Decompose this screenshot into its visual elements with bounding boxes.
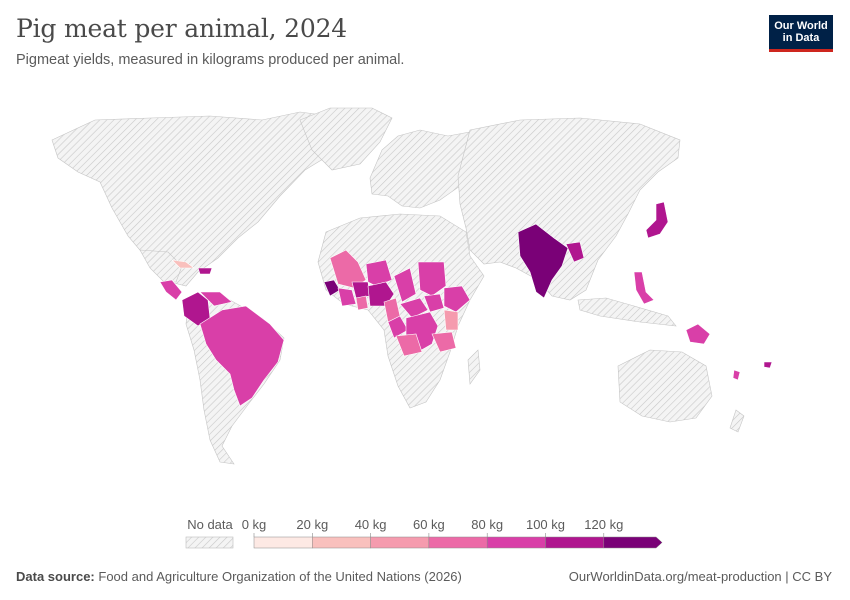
legend-bin-1 <box>312 536 371 549</box>
source-text: Food and Agriculture Organization of the… <box>98 569 462 584</box>
cuba-country[interactable] <box>171 259 195 269</box>
legend-bin-4 <box>486 536 546 549</box>
legend-no-data-label: No data <box>187 517 233 532</box>
sudan-country[interactable] <box>417 261 447 297</box>
hispaniola-country[interactable] <box>197 267 213 275</box>
north-america-landmass[interactable] <box>51 111 353 287</box>
tanzania-country[interactable] <box>431 331 457 353</box>
bangladesh-myanmar-country[interactable] <box>565 241 585 263</box>
legend-tick-label: 120 kg <box>584 517 623 532</box>
australia-landmass[interactable] <box>617 349 713 423</box>
legend-tick-label: 20 kg <box>296 517 328 532</box>
greenland-landmass[interactable] <box>299 107 393 171</box>
legend-bin-3 <box>428 536 488 549</box>
footer-link[interactable]: OurWorldinData.org/meat-production | CC … <box>568 569 832 584</box>
angola-country[interactable] <box>395 333 423 357</box>
owid-logo[interactable]: Our World in Data <box>769 15 833 52</box>
new-zealand-landmass[interactable] <box>729 409 745 433</box>
logo-line-2: in Data <box>782 32 820 44</box>
south-sudan-country[interactable] <box>423 293 445 313</box>
vanuatu-country[interactable] <box>732 369 741 381</box>
source-label: Data source: <box>16 569 95 584</box>
legend-no-data-swatch <box>185 536 234 549</box>
kenya-country[interactable] <box>443 309 459 331</box>
chad-country[interactable] <box>393 267 417 303</box>
papua-new-guinea-country[interactable] <box>685 323 711 345</box>
legend-tick-label: 40 kg <box>355 517 387 532</box>
india-country[interactable] <box>517 223 569 299</box>
legend-bin-0 <box>253 536 313 549</box>
legend-tick-label: 80 kg <box>471 517 503 532</box>
legend-bin-5 <box>545 536 605 549</box>
indonesia-landmass[interactable] <box>577 297 677 327</box>
fiji-country[interactable] <box>763 361 773 369</box>
asia-landmass[interactable] <box>457 117 681 301</box>
ethiopia-country[interactable] <box>443 285 471 313</box>
japan-country[interactable] <box>645 201 669 239</box>
legend-tick-label: 60 kg <box>413 517 445 532</box>
central-america-country[interactable] <box>159 279 183 301</box>
chart-subtitle: Pigmeat yields, measured in kilograms pr… <box>16 52 405 68</box>
brazil-country[interactable] <box>199 305 285 407</box>
chart-title: Pig meat per animal, 2024 <box>16 14 347 43</box>
footer-source: Data source: Food and Agriculture Organi… <box>16 569 462 584</box>
legend-tick-label: 0 kg <box>242 517 267 532</box>
logo-line-1: Our World <box>774 20 828 32</box>
legend-bin-2 <box>370 536 430 549</box>
madagascar-landmass[interactable] <box>467 349 481 385</box>
legend-bin-6 <box>603 536 663 549</box>
ivory-coast-country[interactable] <box>337 287 357 307</box>
venezuela-country[interactable] <box>199 291 233 307</box>
europe-landmass[interactable] <box>369 129 471 209</box>
legend-tick-label: 100 kg <box>526 517 565 532</box>
ghana-country[interactable] <box>355 295 369 311</box>
mali-country[interactable] <box>329 249 367 289</box>
philippines-country[interactable] <box>633 271 655 305</box>
mexico-country[interactable] <box>139 249 183 283</box>
car-country[interactable] <box>399 297 429 319</box>
